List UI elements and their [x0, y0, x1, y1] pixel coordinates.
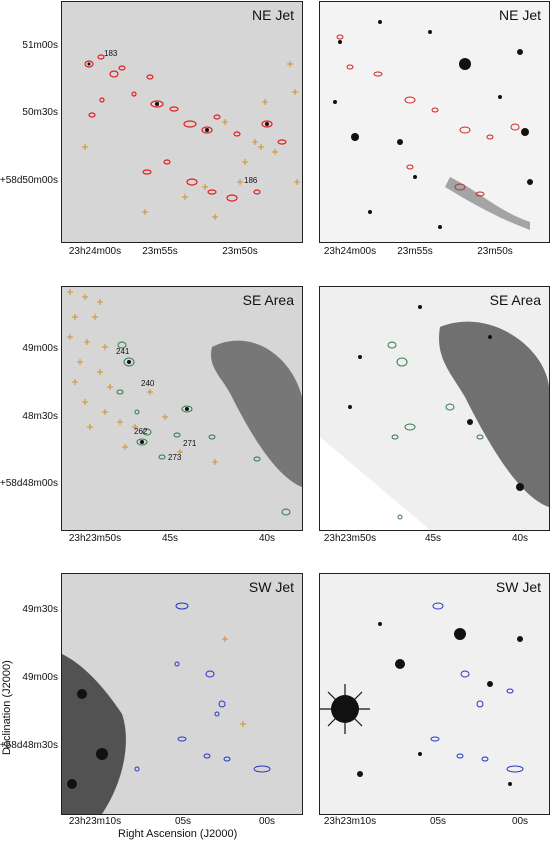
ne-jet-left-panel: NE Jet 183 186 [61, 1, 303, 243]
ra-tick-label: 23h24m00s [68, 246, 122, 257]
ra-tick-label: 23h23m10s [323, 816, 377, 827]
ra-tick-label: 05s [429, 816, 447, 827]
ne-jet-right-panel: NE Jet [319, 1, 550, 243]
dec-tick-label: +58d48m00s [0, 478, 58, 489]
dec-tick-label: 48m30s [22, 411, 58, 422]
ra-tick-label: 40s [511, 533, 529, 544]
x-axis-title: Right Ascension (J2000) [118, 828, 238, 840]
dec-tick-label: 49m30s [22, 604, 58, 615]
sw-jet-left-image [62, 574, 302, 814]
dec-tick-label: +58d48m30s [0, 740, 58, 751]
se-area-right-panel: SE Area [319, 286, 550, 531]
ra-tick-label: 23m55s [397, 246, 433, 257]
source-label: 241 [116, 347, 130, 356]
dec-tick-label: 51m00s [22, 40, 58, 51]
se-area-left-image [62, 287, 302, 530]
se-area-right-image [320, 287, 549, 530]
dec-tick-label: 49m00s [22, 672, 58, 683]
y-axis-title: Declination (J2000) [1, 660, 13, 755]
sw-jet-left-panel: SW Jet [61, 573, 303, 815]
source-label: 271 [183, 439, 197, 448]
dec-tick-label: 49m00s [22, 343, 58, 354]
ra-tick-label: 23m55s [142, 246, 178, 257]
ra-tick-label: 40s [258, 533, 276, 544]
ra-tick-label: 23h23m10s [68, 816, 122, 827]
ra-tick-label: 23m50s [477, 246, 513, 257]
ra-tick-label: 45s [424, 533, 442, 544]
panel-title: SE Area [242, 292, 294, 308]
source-label: 186 [244, 176, 258, 185]
panel-title: SE Area [489, 292, 541, 308]
ra-tick-label: 00s [511, 816, 529, 827]
ra-tick-label: 05s [174, 816, 192, 827]
sw-jet-right-image [320, 574, 549, 814]
se-area-left-panel: SE Area 241 240 262 271 273 [61, 286, 303, 531]
ne-jet-left-image [62, 2, 302, 242]
ne-jet-right-image [320, 2, 549, 242]
panel-title: NE Jet [251, 7, 294, 23]
source-label: 183 [104, 49, 118, 58]
dec-tick-label: 50m30s [22, 107, 58, 118]
panel-title: NE Jet [498, 7, 541, 23]
source-label: 273 [168, 453, 182, 462]
panel-title: SW Jet [495, 579, 541, 595]
ra-tick-label: 23h24m00s [323, 246, 377, 257]
dec-tick-label: +58d50m00s [0, 175, 58, 186]
ra-tick-label: 23h23m50s [68, 533, 122, 544]
ra-tick-label: 23h23m50s [323, 533, 377, 544]
source-label: 262 [134, 427, 148, 436]
ra-tick-label: 00s [258, 816, 276, 827]
source-label: 240 [141, 379, 155, 388]
panel-title: SW Jet [248, 579, 294, 595]
ra-tick-label: 45s [161, 533, 179, 544]
ra-tick-label: 23m50s [222, 246, 258, 257]
sw-jet-right-panel: SW Jet [319, 573, 550, 815]
